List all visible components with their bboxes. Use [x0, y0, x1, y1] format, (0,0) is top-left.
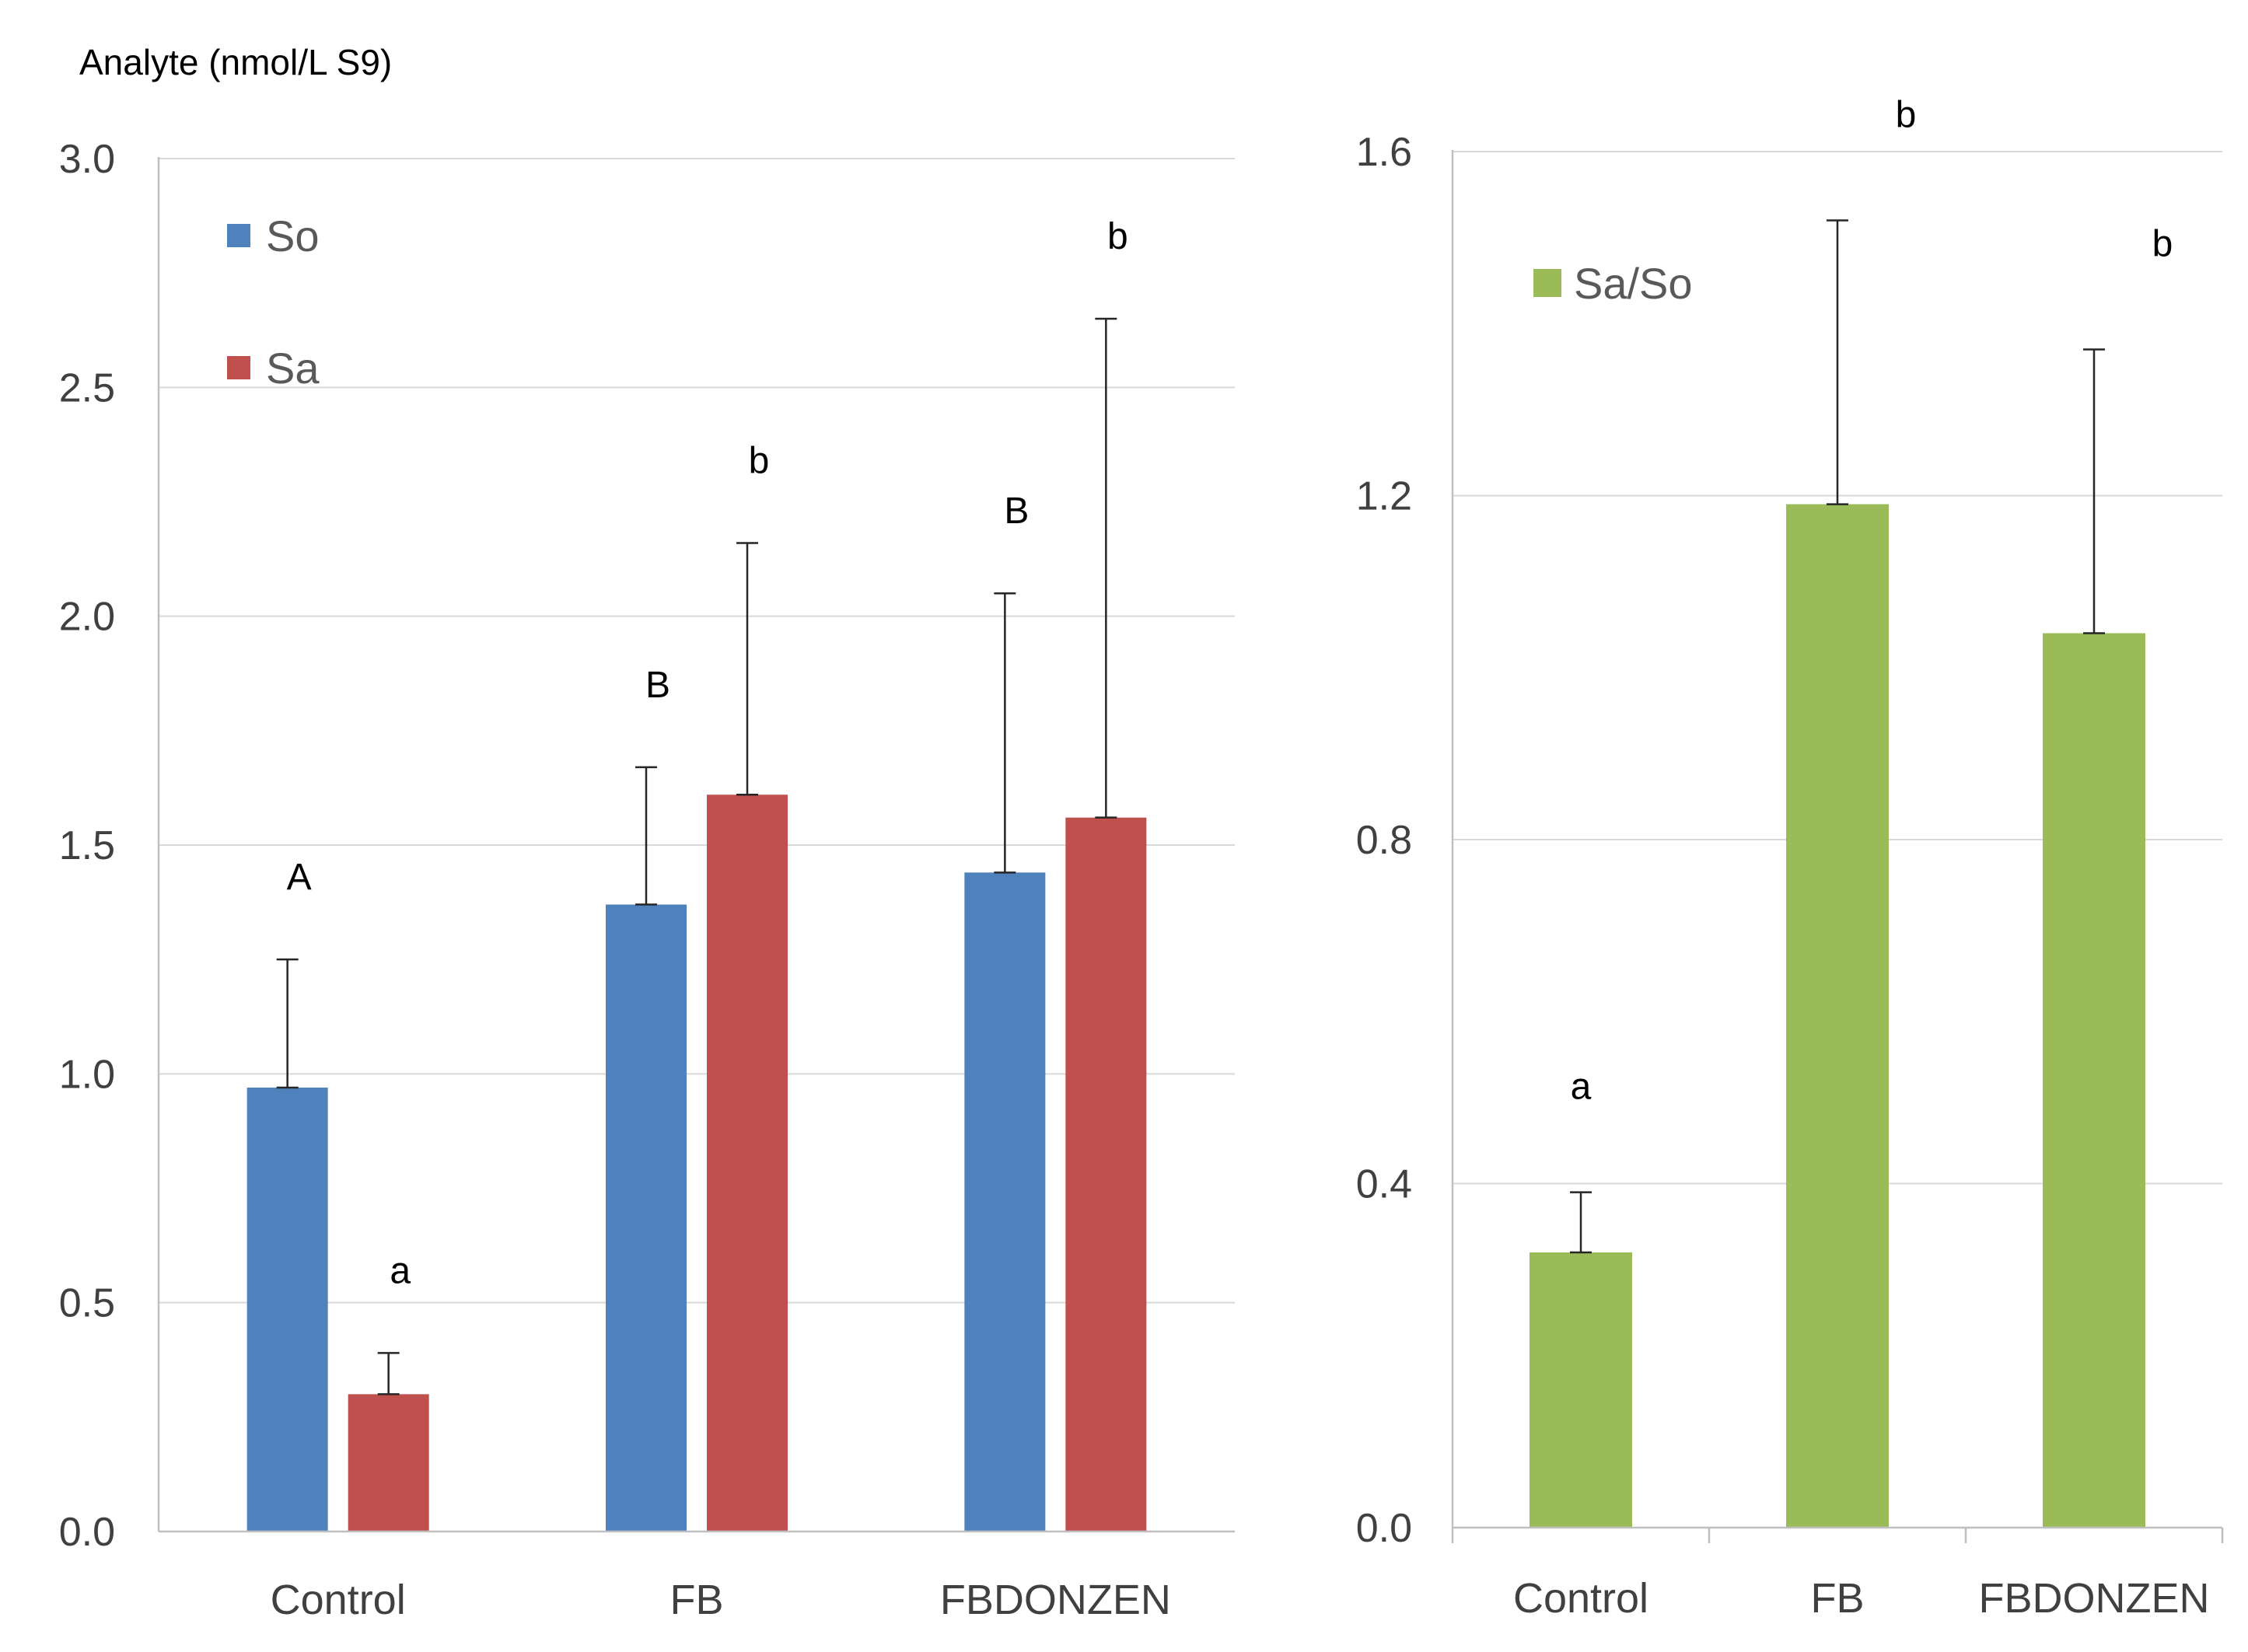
left-axes — [157, 157, 1235, 1533]
significance-letter-so-fbdonzen: B — [1004, 491, 1029, 532]
right-chart: 0.0 0.4 0.8 1.2 1.6 a b b Control FB FBDONZEN Sa… — [1356, 95, 2224, 1622]
significance-letter-sa-so-control: a — [1571, 1067, 1592, 1108]
y-tick-label: 2.5 — [59, 365, 115, 410]
legend-swatch-sa — [227, 356, 250, 379]
bar-sa-so-control — [1530, 1252, 1632, 1528]
left-gridlines — [159, 158, 1235, 1304]
y-tick-label: 1.2 — [1356, 474, 1412, 519]
right-y-tick-labels: 0.0 0.4 0.8 1.2 1.6 — [1356, 130, 1412, 1551]
bar-so-control — [246, 1087, 328, 1532]
significance-letter-sa-fb: b — [749, 440, 770, 481]
bar-sa-control — [348, 1394, 429, 1532]
significance-letter-sa-so-fbdonzen: b — [2152, 223, 2173, 264]
y-tick-label: 0.5 — [59, 1281, 115, 1326]
left-bars — [246, 795, 1147, 1532]
left-significance-letters: Aa Bb Bb — [287, 216, 1128, 1291]
bar-sa-so-fbdonzen — [2043, 633, 2145, 1528]
left-x-tick-labels: Control FB FBDONZEN — [271, 1577, 1171, 1623]
legend-swatch-so — [227, 224, 250, 247]
x-tick-label-control: Control — [1513, 1575, 1648, 1622]
bar-so-fbdonzen — [964, 872, 1046, 1532]
y-tick-label: 0.0 — [1356, 1506, 1412, 1551]
y-tick-label: 0.8 — [1356, 818, 1412, 863]
significance-letter-sa-so-fb: b — [1896, 95, 1917, 136]
left-legend: So Sa — [227, 211, 320, 393]
bar-so-fb — [606, 904, 687, 1532]
significance-letter-so-fb: B — [645, 665, 670, 706]
y-tick-label: 0.4 — [1356, 1162, 1412, 1207]
legend-label-sa-so: Sa/So — [1574, 259, 1693, 308]
legend-label-sa: Sa — [266, 344, 320, 393]
right-x-tick-labels: Control FB FBDONZEN — [1513, 1575, 2210, 1622]
error-bar-sa-so-fb — [1827, 219, 1848, 505]
y-tick-label: 0.0 — [59, 1510, 115, 1555]
y-tick-label: 3.0 — [59, 137, 115, 182]
x-tick-label-fb: FB — [1810, 1575, 1864, 1622]
left-y-tick-labels: 0.0 0.5 1.0 1.5 2.0 2.5 3.0 — [59, 137, 115, 1555]
significance-letter-sa-control: a — [390, 1250, 411, 1291]
error-bar-so-fb — [635, 766, 657, 906]
x-tick-label-fbdonzen: FBDONZEN — [1979, 1575, 2210, 1622]
right-legend: Sa/So — [1533, 259, 1693, 308]
bar-sa-fb — [707, 795, 788, 1532]
significance-letter-so-control: A — [287, 857, 312, 898]
right-significance-letters: a b b — [1571, 95, 2173, 1108]
error-bar-sa-fbdonzen — [1095, 317, 1117, 819]
y-tick-label: 1.5 — [59, 823, 115, 868]
y-tick-label: 2.0 — [59, 595, 115, 640]
error-bar-sa-so-fbdonzen — [2083, 348, 2105, 634]
error-bar-so-fbdonzen — [994, 592, 1016, 874]
error-bar-sa-so-control — [1570, 1191, 1592, 1254]
left-y-axis-label: Analyte (nmol/L S9) — [79, 42, 392, 82]
y-tick-label: 1.0 — [59, 1052, 115, 1097]
significance-letter-sa-fbdonzen: b — [1107, 216, 1128, 257]
left-chart: Analyte (nmol/L S9) 0.0 0.5 1.0 1.5 2.0 2.5 3.… — [59, 42, 1235, 1623]
y-tick-label: 1.6 — [1356, 130, 1412, 175]
error-bar-so-control — [276, 958, 299, 1089]
x-tick-label-fb: FB — [670, 1577, 723, 1623]
bar-sa-so-fb — [1786, 504, 1889, 1528]
bar-sa-fbdonzen — [1065, 817, 1147, 1532]
error-bar-sa-fb — [736, 542, 758, 796]
legend-swatch-sa-so — [1533, 269, 1561, 297]
x-tick-label-control: Control — [271, 1577, 406, 1623]
legend-label-so: So — [266, 211, 320, 260]
right-axes — [1451, 150, 2224, 1543]
left-error-bars — [276, 317, 1117, 1395]
right-bars — [1530, 504, 2145, 1528]
right-error-bars — [1570, 219, 2105, 1254]
error-bar-sa-control — [377, 1352, 400, 1395]
x-tick-label-fbdonzen: FBDONZEN — [940, 1577, 1171, 1623]
